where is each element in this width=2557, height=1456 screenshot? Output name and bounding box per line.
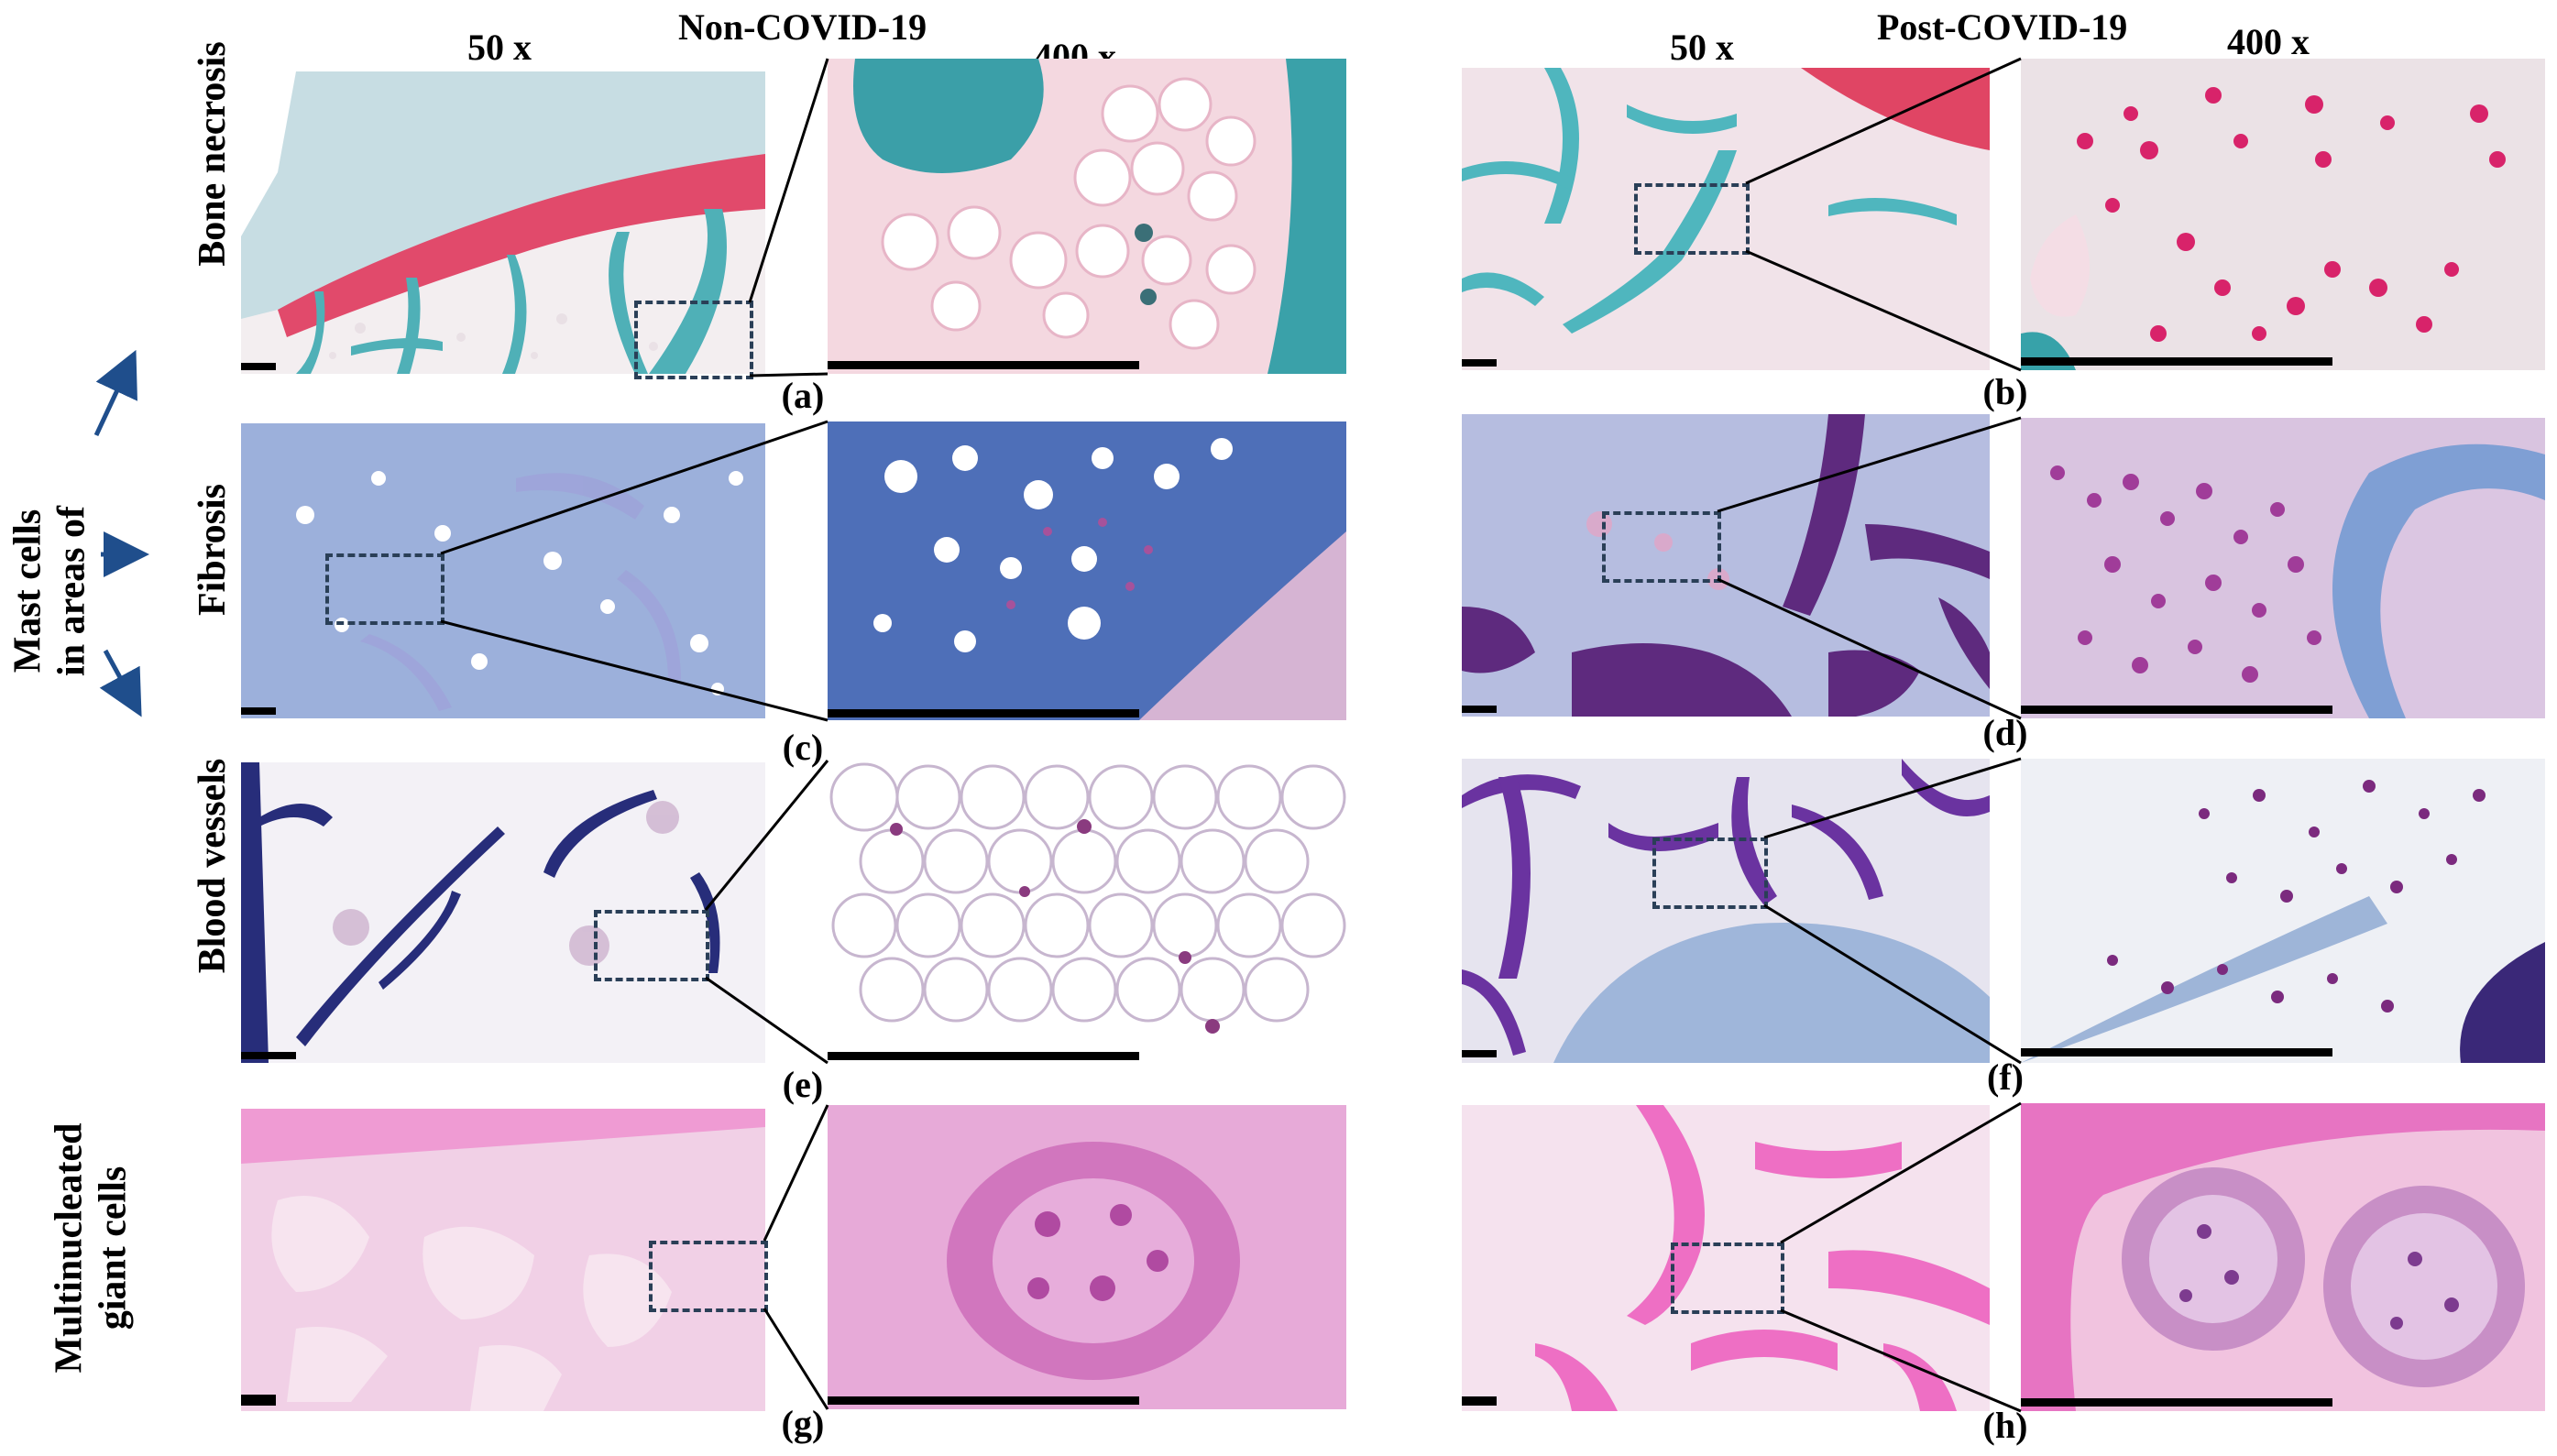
zoom-box-h: [1671, 1243, 1784, 1314]
panel-g-400x: [828, 1105, 1346, 1409]
panel-d-400x: [2021, 418, 2545, 718]
zoom-box-e: [594, 910, 709, 981]
row-label-giant-cells-line2: giant cells: [93, 1166, 135, 1330]
panel-f-50x: [1462, 759, 1990, 1063]
row-label-giant-cells-line1: Multinucleated: [48, 1122, 91, 1374]
side-label-line1: Mast cells: [6, 509, 49, 673]
panel-f-400x: [2021, 759, 2545, 1063]
caption-a: (a): [781, 375, 825, 416]
connector-g-bottom: [763, 1308, 829, 1410]
group-title-non-covid: Non-COVID-19: [678, 6, 927, 48]
side-label-mast-cells: Mast cells in areas of: [6, 506, 95, 676]
caption-e: (e): [782, 1064, 824, 1105]
panel-c-50x: [241, 423, 765, 718]
caption-c: (c): [782, 727, 824, 768]
panel-b-400x: [2021, 59, 2545, 370]
mag-label-50x-left: 50 x: [467, 27, 532, 68]
panel-a-50x: [241, 71, 765, 374]
zoom-box-a: [634, 301, 753, 379]
panel-d-50x: [1462, 414, 1990, 717]
panel-g-50x: [241, 1109, 765, 1411]
panel-e-400x: [828, 761, 1346, 1063]
zoom-box-d: [1602, 511, 1721, 583]
panel-h-400x: [2021, 1103, 2545, 1411]
caption-f: (f): [1987, 1056, 2024, 1098]
panel-a-400x: [828, 59, 1346, 374]
group-title-post-covid: Post-COVID-19: [1877, 6, 2128, 48]
caption-b: (b): [1982, 371, 2028, 412]
caption-g: (g): [781, 1403, 825, 1444]
caption-d: (d): [1982, 712, 2028, 753]
arrows-group: [93, 349, 149, 717]
row-label-bone-necrosis: Bone necrosis: [191, 41, 234, 267]
zoom-box-b: [1634, 183, 1750, 255]
connector-g-top: [763, 1104, 829, 1242]
caption-h: (h): [1982, 1405, 2028, 1446]
mag-label-50x-right: 50 x: [1670, 27, 1734, 68]
panel-c-400x: [828, 421, 1346, 720]
mag-label-400x-right: 400 x: [2227, 21, 2310, 62]
arrow-down-icon: [99, 649, 142, 717]
zoom-box-g: [649, 1241, 768, 1312]
row-label-blood-vessels: Blood vessels: [191, 758, 234, 974]
row-label-giant-cells: Multinucleated giant cells: [48, 1123, 137, 1374]
zoom-box-c: [325, 553, 444, 625]
arrow-up-icon: [93, 349, 137, 437]
row-label-fibrosis: Fibrosis: [191, 484, 234, 616]
zoom-box-f: [1652, 837, 1768, 909]
